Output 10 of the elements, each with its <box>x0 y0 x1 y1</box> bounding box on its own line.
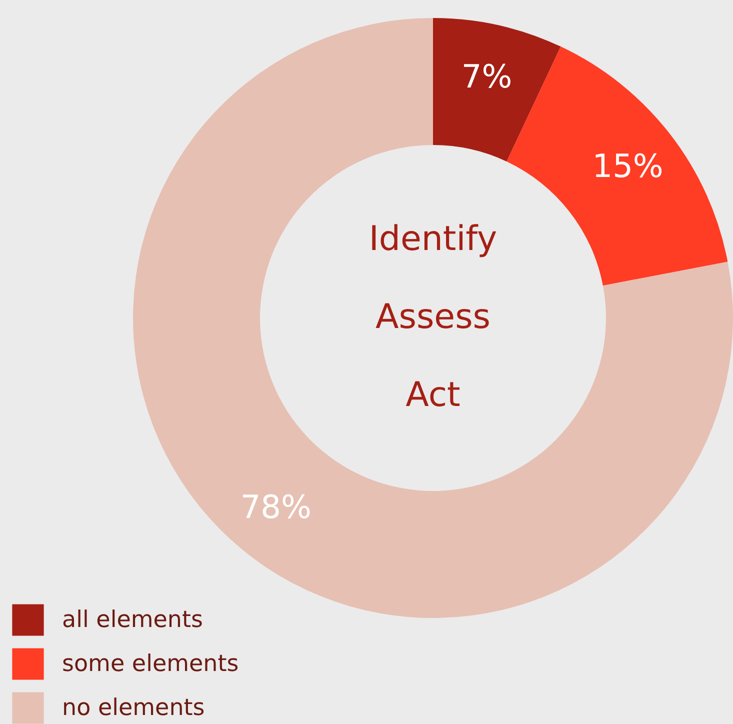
legend-label: no elements <box>62 695 205 721</box>
legend-label: some elements <box>62 651 239 677</box>
donut-slice <box>433 18 561 162</box>
text: Identify <box>368 219 498 259</box>
data-label: 15% <box>592 146 664 185</box>
data-label: 7% <box>461 57 512 96</box>
data-label: 78% <box>240 488 312 526</box>
text: Assess <box>375 297 491 337</box>
legend-label: all elements <box>62 607 204 633</box>
text: Act <box>406 375 460 415</box>
